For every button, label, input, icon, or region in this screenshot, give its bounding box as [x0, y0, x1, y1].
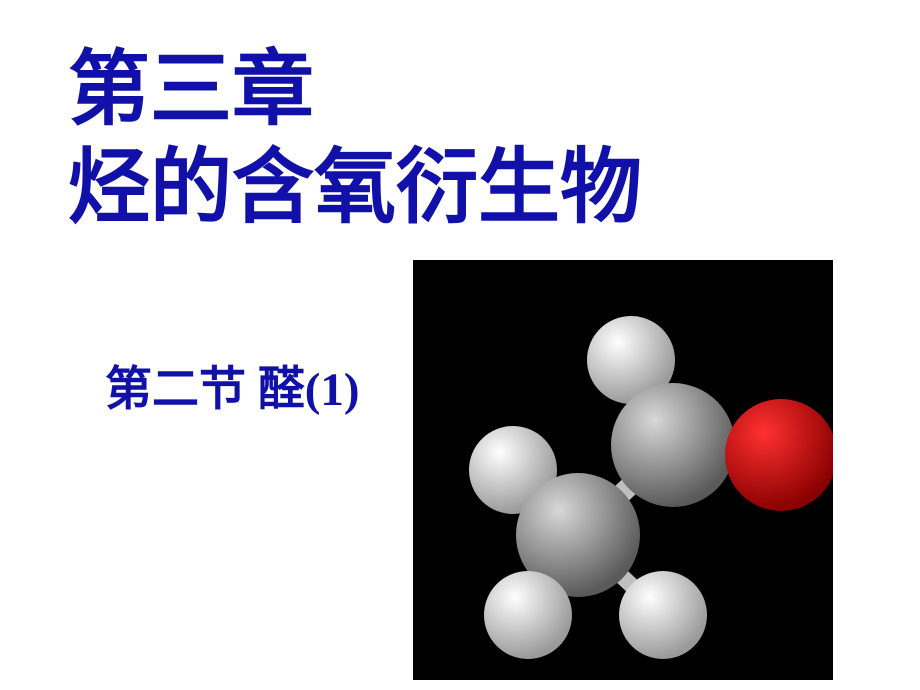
section-subtitle: 第二节 醛(1) — [105, 350, 360, 419]
atom-c — [611, 383, 735, 507]
atom-h — [484, 571, 572, 659]
molecule-svg — [413, 260, 833, 680]
atom-h — [619, 571, 707, 659]
molecule-diagram — [413, 260, 833, 680]
chapter-title-line2: 烃的含氧衍生物 — [68, 120, 642, 239]
atom-o — [725, 399, 833, 511]
